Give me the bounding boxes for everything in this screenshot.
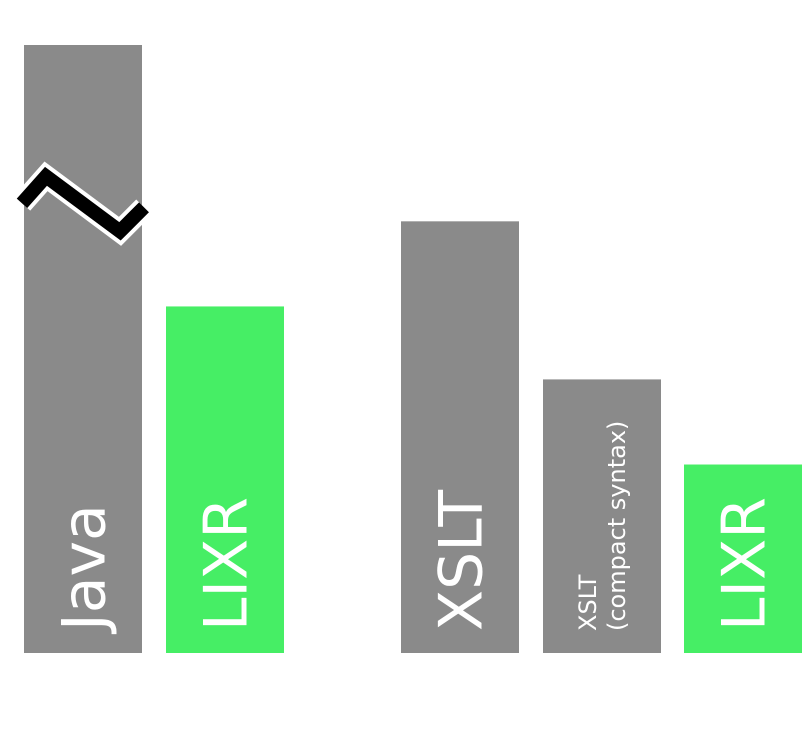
bar-lixr-2 xyxy=(166,306,284,653)
bar-label-xslt-compact-syntax-4: XSLT(compact syntax) xyxy=(574,421,631,631)
labels-layer: Java LIXR XSLT XSLT(compact syntax) LIXR xyxy=(50,421,780,635)
bar-label-java-1: Java xyxy=(50,504,120,635)
bar-label-lixr-5: LIXR xyxy=(710,497,780,631)
bars-layer xyxy=(13,45,802,653)
bar-label-lixr-2: LIXR xyxy=(192,497,262,631)
axis-break-icon xyxy=(16,166,149,241)
bar-lixr-5 xyxy=(684,464,802,653)
bar-label-xslt-3: XSLT xyxy=(427,490,497,631)
bar-xslt-compact-syntax-4 xyxy=(543,379,661,653)
bar-java-1 xyxy=(24,45,142,653)
bar-xslt-3 xyxy=(401,221,519,653)
